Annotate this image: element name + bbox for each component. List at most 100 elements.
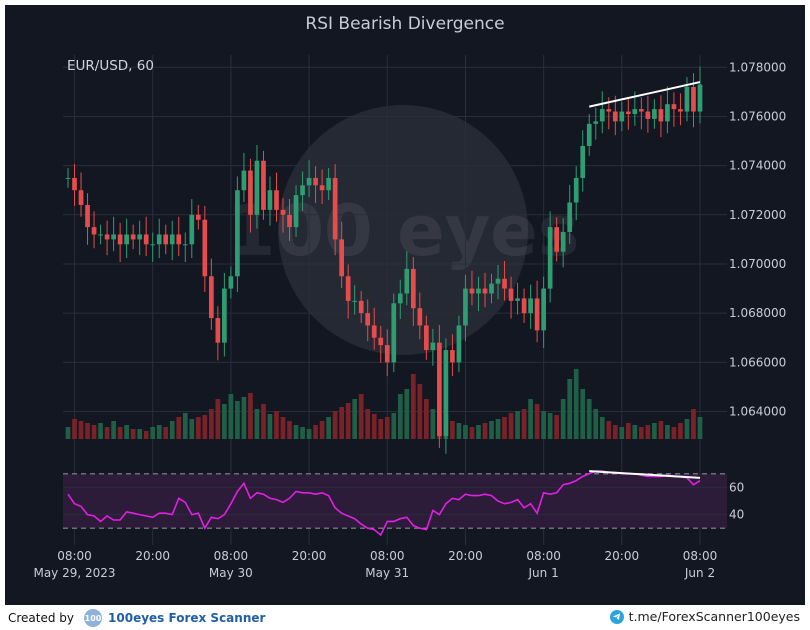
volume-bar <box>476 425 481 439</box>
candle-body <box>639 109 644 112</box>
candlestick-series <box>65 66 703 454</box>
volume-bar <box>352 399 358 439</box>
volume-bar <box>593 409 599 439</box>
volume-bar <box>143 431 149 439</box>
volume-bar <box>645 425 651 439</box>
candle-body <box>163 234 169 245</box>
candle-body <box>508 288 514 301</box>
volume-bar <box>625 423 631 439</box>
candle-body <box>495 278 501 284</box>
volume-bar <box>528 399 533 439</box>
candle-body <box>195 214 201 220</box>
candle-body <box>384 345 390 363</box>
candle-body <box>371 325 377 338</box>
candle-body <box>156 234 162 245</box>
candle-body <box>697 84 703 112</box>
candle-body <box>424 325 429 351</box>
price-tick-label: 1.078000 <box>729 60 786 74</box>
telegram-link[interactable]: t.me/ForexScanner100eyes <box>609 609 800 624</box>
volume-bar <box>267 414 273 439</box>
volume-bar <box>65 427 71 439</box>
candle-body <box>476 288 481 294</box>
volume-bar <box>554 415 560 439</box>
volume-bar <box>639 427 644 439</box>
volume-bar <box>658 421 664 439</box>
candle-body <box>78 190 84 205</box>
volume-bar <box>215 399 221 439</box>
candle-body <box>580 145 586 178</box>
candle-body <box>280 209 286 215</box>
volume-bar <box>547 413 553 439</box>
candle-body <box>91 227 97 235</box>
volume-bar <box>326 417 331 439</box>
candle-body <box>612 111 618 122</box>
price-tick-label: 1.068000 <box>729 306 786 320</box>
candle-body <box>534 298 540 331</box>
volume-bar <box>163 427 169 439</box>
rsi-divergence-chart: 100 eyes 1.064000 1.066000 1.068000 1.07000… <box>5 5 805 605</box>
time-tick-label: 08:00 <box>683 549 718 563</box>
volume-bar <box>228 394 234 439</box>
candle-body <box>111 234 116 240</box>
volume-bar <box>293 425 299 439</box>
date-tick-label: May 30 <box>209 566 253 580</box>
volume-bar <box>124 425 129 439</box>
time-tick-label: 20:00 <box>292 549 327 563</box>
candle-body <box>456 325 462 363</box>
candle-body <box>235 190 240 277</box>
candle-body <box>254 160 260 215</box>
time-tick-label: 08:00 <box>57 549 92 563</box>
candle-body <box>397 293 403 304</box>
volume-bar <box>222 404 227 439</box>
volume-bar <box>671 427 677 439</box>
volume-bar <box>300 427 305 439</box>
time-tick-label: 08:00 <box>214 549 249 563</box>
candle-body <box>665 104 670 122</box>
volume-bar <box>156 425 162 439</box>
price-divergence-line <box>589 81 701 108</box>
volume-bar <box>254 409 260 439</box>
volume-bar <box>521 409 527 439</box>
volume-bar <box>463 425 468 439</box>
candle-body <box>202 219 208 277</box>
brand-link[interactable]: 100eyes Forex Scanner <box>108 611 266 625</box>
rsi-tick-label: 40 <box>729 508 744 522</box>
candle-body <box>691 86 696 112</box>
volume-bar <box>169 421 175 439</box>
volume-bar <box>78 421 84 439</box>
candle-body <box>678 109 683 112</box>
candle-body <box>104 234 110 240</box>
telegram-link-text: t.me/ForexScanner100eyes <box>628 609 800 624</box>
volume-bar <box>586 399 592 439</box>
candle-body <box>267 190 273 210</box>
volume-bar <box>397 394 403 439</box>
candle-body <box>378 337 384 346</box>
telegram-icon <box>609 609 624 624</box>
date-tick-label: May 29, 2023 <box>33 566 115 580</box>
candle-body <box>567 202 573 233</box>
candle-body <box>586 123 592 146</box>
price-tick-label: 1.076000 <box>729 109 786 123</box>
volume-bar <box>404 389 410 439</box>
candle-body <box>143 234 149 245</box>
candle-body <box>593 121 599 124</box>
volume-bar <box>410 374 416 439</box>
volume-bar <box>508 413 514 439</box>
candle-body <box>85 204 90 228</box>
volume-bar <box>691 409 696 439</box>
created-by-label: Created by <box>8 611 75 625</box>
volume-bar <box>345 403 351 439</box>
candle-body <box>625 111 631 115</box>
rsi-tick-label: 60 <box>729 480 744 494</box>
volume-bar <box>339 407 344 439</box>
candle-body <box>72 177 77 191</box>
volume-bar <box>424 399 429 439</box>
candle-body <box>319 185 325 191</box>
volume-bar <box>72 419 77 439</box>
chart-container: 100 eyes 1.064000 1.066000 1.068000 1.07000… <box>5 5 805 605</box>
candle-body <box>169 234 175 245</box>
date-tick-label: Jun 2 <box>684 566 715 580</box>
candle-body <box>339 239 344 277</box>
candle-body <box>182 244 188 246</box>
candle-body <box>450 350 455 363</box>
